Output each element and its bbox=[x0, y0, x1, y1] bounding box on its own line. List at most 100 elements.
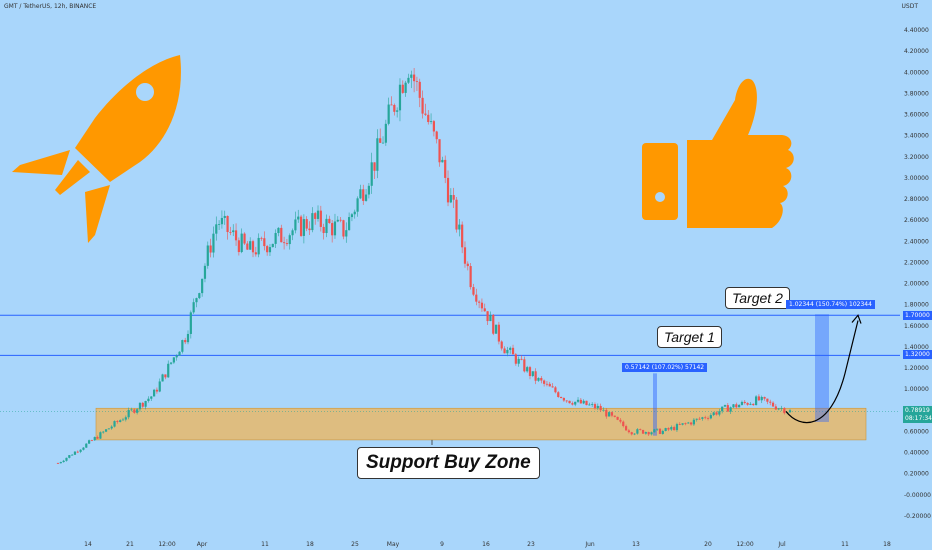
candle-body bbox=[446, 177, 450, 203]
candle-body bbox=[212, 233, 215, 253]
candle-body bbox=[729, 407, 732, 412]
candle-body bbox=[670, 427, 673, 430]
candle-body bbox=[650, 432, 653, 435]
candle-body bbox=[698, 418, 701, 420]
candle-body bbox=[653, 429, 656, 433]
candle-body bbox=[543, 380, 546, 384]
y-tick-label: 2.60000 bbox=[904, 217, 929, 224]
candle-body bbox=[226, 215, 229, 232]
candle-body bbox=[511, 347, 515, 355]
candle-body bbox=[738, 404, 741, 408]
candle-body bbox=[104, 429, 108, 432]
y-tick-label: 4.40000 bbox=[904, 27, 929, 34]
candle-body bbox=[732, 404, 735, 408]
candle-body bbox=[489, 314, 492, 322]
candle-body bbox=[189, 312, 192, 334]
candle-body bbox=[110, 426, 113, 429]
candle-body bbox=[664, 428, 667, 431]
candle-body bbox=[593, 404, 597, 409]
candle-body bbox=[172, 357, 175, 363]
candle-body bbox=[667, 428, 670, 430]
candle-body bbox=[687, 422, 690, 424]
candle-body bbox=[336, 219, 339, 222]
candle-body bbox=[373, 162, 376, 171]
candle-body bbox=[299, 216, 303, 236]
candle-body bbox=[90, 440, 94, 442]
candle-body bbox=[401, 84, 404, 93]
candle-body bbox=[220, 217, 224, 225]
x-tick-label: Apr bbox=[197, 541, 208, 548]
candle-body bbox=[461, 224, 464, 248]
y-tick-label: 1.60000 bbox=[904, 323, 929, 330]
candle-body bbox=[726, 405, 729, 412]
candle-body bbox=[571, 403, 574, 405]
candle-body bbox=[107, 428, 110, 430]
y-tick-label: 2.20000 bbox=[904, 259, 929, 266]
candle-body bbox=[661, 430, 664, 434]
y-tick-label: 3.20000 bbox=[904, 154, 929, 161]
candle-body bbox=[85, 443, 88, 448]
candle-body bbox=[480, 302, 484, 309]
candle-body bbox=[144, 401, 147, 407]
candle-body bbox=[266, 246, 269, 253]
x-tick-label: 13 bbox=[632, 541, 640, 548]
x-tick-label: 18 bbox=[306, 541, 314, 548]
candle-body bbox=[681, 423, 684, 425]
candle-body bbox=[636, 429, 639, 434]
candle-body bbox=[565, 400, 568, 402]
candle-body bbox=[706, 418, 710, 419]
candle-body bbox=[150, 396, 153, 399]
candle-body bbox=[322, 226, 325, 234]
y-tick-label: -0.20000 bbox=[904, 513, 931, 520]
candle-body bbox=[288, 235, 291, 245]
candle-body bbox=[701, 417, 704, 419]
y-tick-label: 1.20000 bbox=[904, 365, 929, 372]
currency-label: USDT bbox=[901, 3, 919, 10]
candle-body bbox=[198, 293, 201, 299]
candle-body bbox=[203, 265, 207, 279]
candle-body bbox=[138, 402, 142, 410]
candle-body bbox=[574, 401, 577, 405]
candle-body bbox=[331, 223, 334, 236]
candle-body bbox=[757, 396, 761, 401]
candle-body bbox=[723, 405, 727, 407]
y-tick-label: 2.40000 bbox=[904, 238, 929, 245]
candle-body bbox=[528, 367, 532, 377]
candle-body bbox=[608, 412, 611, 417]
candle-body bbox=[526, 367, 529, 372]
candle-body bbox=[178, 351, 181, 356]
candle-body bbox=[96, 437, 99, 439]
candle-body bbox=[302, 219, 305, 236]
candle-body bbox=[348, 217, 351, 231]
candle-body bbox=[472, 287, 475, 295]
candle-body bbox=[548, 383, 551, 387]
target-2-label: Target 2 bbox=[725, 287, 790, 309]
candle-body bbox=[559, 397, 563, 399]
line-label-1: 1.70000 bbox=[903, 311, 932, 320]
candle-body bbox=[251, 241, 255, 253]
candle-body bbox=[271, 243, 274, 248]
candle-body bbox=[715, 412, 718, 415]
candle-body bbox=[421, 97, 424, 114]
candle-body bbox=[689, 422, 693, 425]
candle-body bbox=[333, 221, 337, 236]
y-tick-label: 2.80000 bbox=[904, 196, 929, 203]
line-label-2: 1.32000 bbox=[903, 350, 932, 359]
candle-body bbox=[350, 214, 354, 218]
x-tick-label: 16 bbox=[482, 541, 490, 548]
candle-body bbox=[644, 432, 647, 434]
target-1-label: Target 1 bbox=[657, 326, 722, 348]
candle-body bbox=[319, 210, 322, 227]
candle-body bbox=[243, 233, 246, 244]
projection-arrow-head bbox=[851, 314, 862, 324]
candle-body bbox=[201, 278, 204, 294]
candle-body bbox=[297, 216, 300, 220]
candle-body bbox=[630, 432, 633, 435]
candle-body bbox=[263, 238, 266, 247]
candle-body bbox=[398, 84, 402, 111]
candle-body bbox=[494, 324, 498, 334]
candle-body bbox=[763, 396, 766, 399]
candle-body bbox=[540, 378, 543, 381]
y-tick-label: 3.00000 bbox=[904, 175, 929, 182]
candle-body bbox=[427, 114, 430, 123]
